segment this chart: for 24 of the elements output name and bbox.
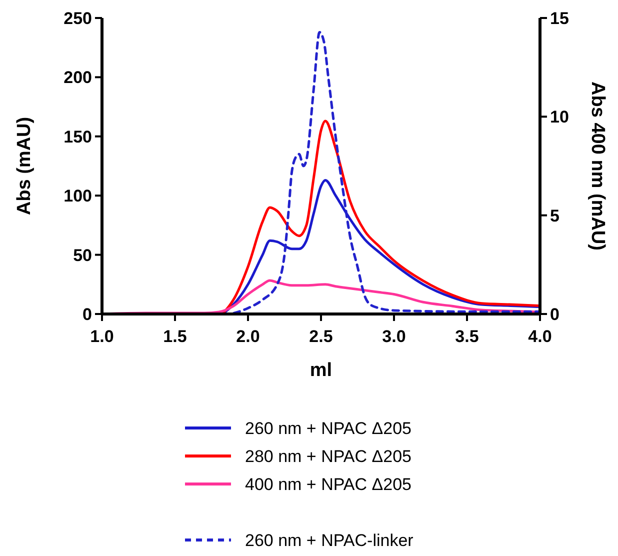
x-tick-label: 4.0 — [528, 327, 552, 346]
y-axis-title: Abs (mAU) — [14, 116, 35, 216]
y-tick-label: 200 — [64, 68, 92, 88]
y-tick-label: 0 — [82, 305, 92, 324]
y-tick-label: 50 — [73, 246, 92, 265]
legend-label: 280 nm + NPAC Δ205 — [245, 447, 412, 466]
y-tick-label: 250 — [64, 9, 92, 28]
y-tick-label: 100 — [64, 186, 92, 206]
x-tick-label: 1.0 — [90, 327, 114, 346]
legend-label: 260 nm + NPAC-linker — [245, 531, 414, 550]
x-tick-label: 3.0 — [382, 327, 406, 346]
y2-tick-label: 5 — [550, 206, 560, 226]
x-tick-label: 3.5 — [455, 327, 479, 346]
x-tick-label: 2.0 — [236, 327, 260, 346]
legend-label: 260 nm + NPAC Δ205 — [245, 419, 412, 438]
x-tick-label: 1.5 — [163, 327, 187, 346]
y2-tick-label: 0 — [550, 305, 560, 324]
legend-label: 400 nm + NPAC Δ205 — [245, 475, 412, 494]
x-tick-label: 2.5 — [309, 327, 333, 346]
x-axis-title: ml — [310, 360, 332, 381]
y2-tick-label: 15 — [550, 9, 569, 28]
y2-axis-title: Abs 400 nm (mAU) — [587, 82, 608, 250]
y2-tick-label: 10 — [550, 108, 569, 127]
y-tick-label: 150 — [64, 127, 92, 146]
